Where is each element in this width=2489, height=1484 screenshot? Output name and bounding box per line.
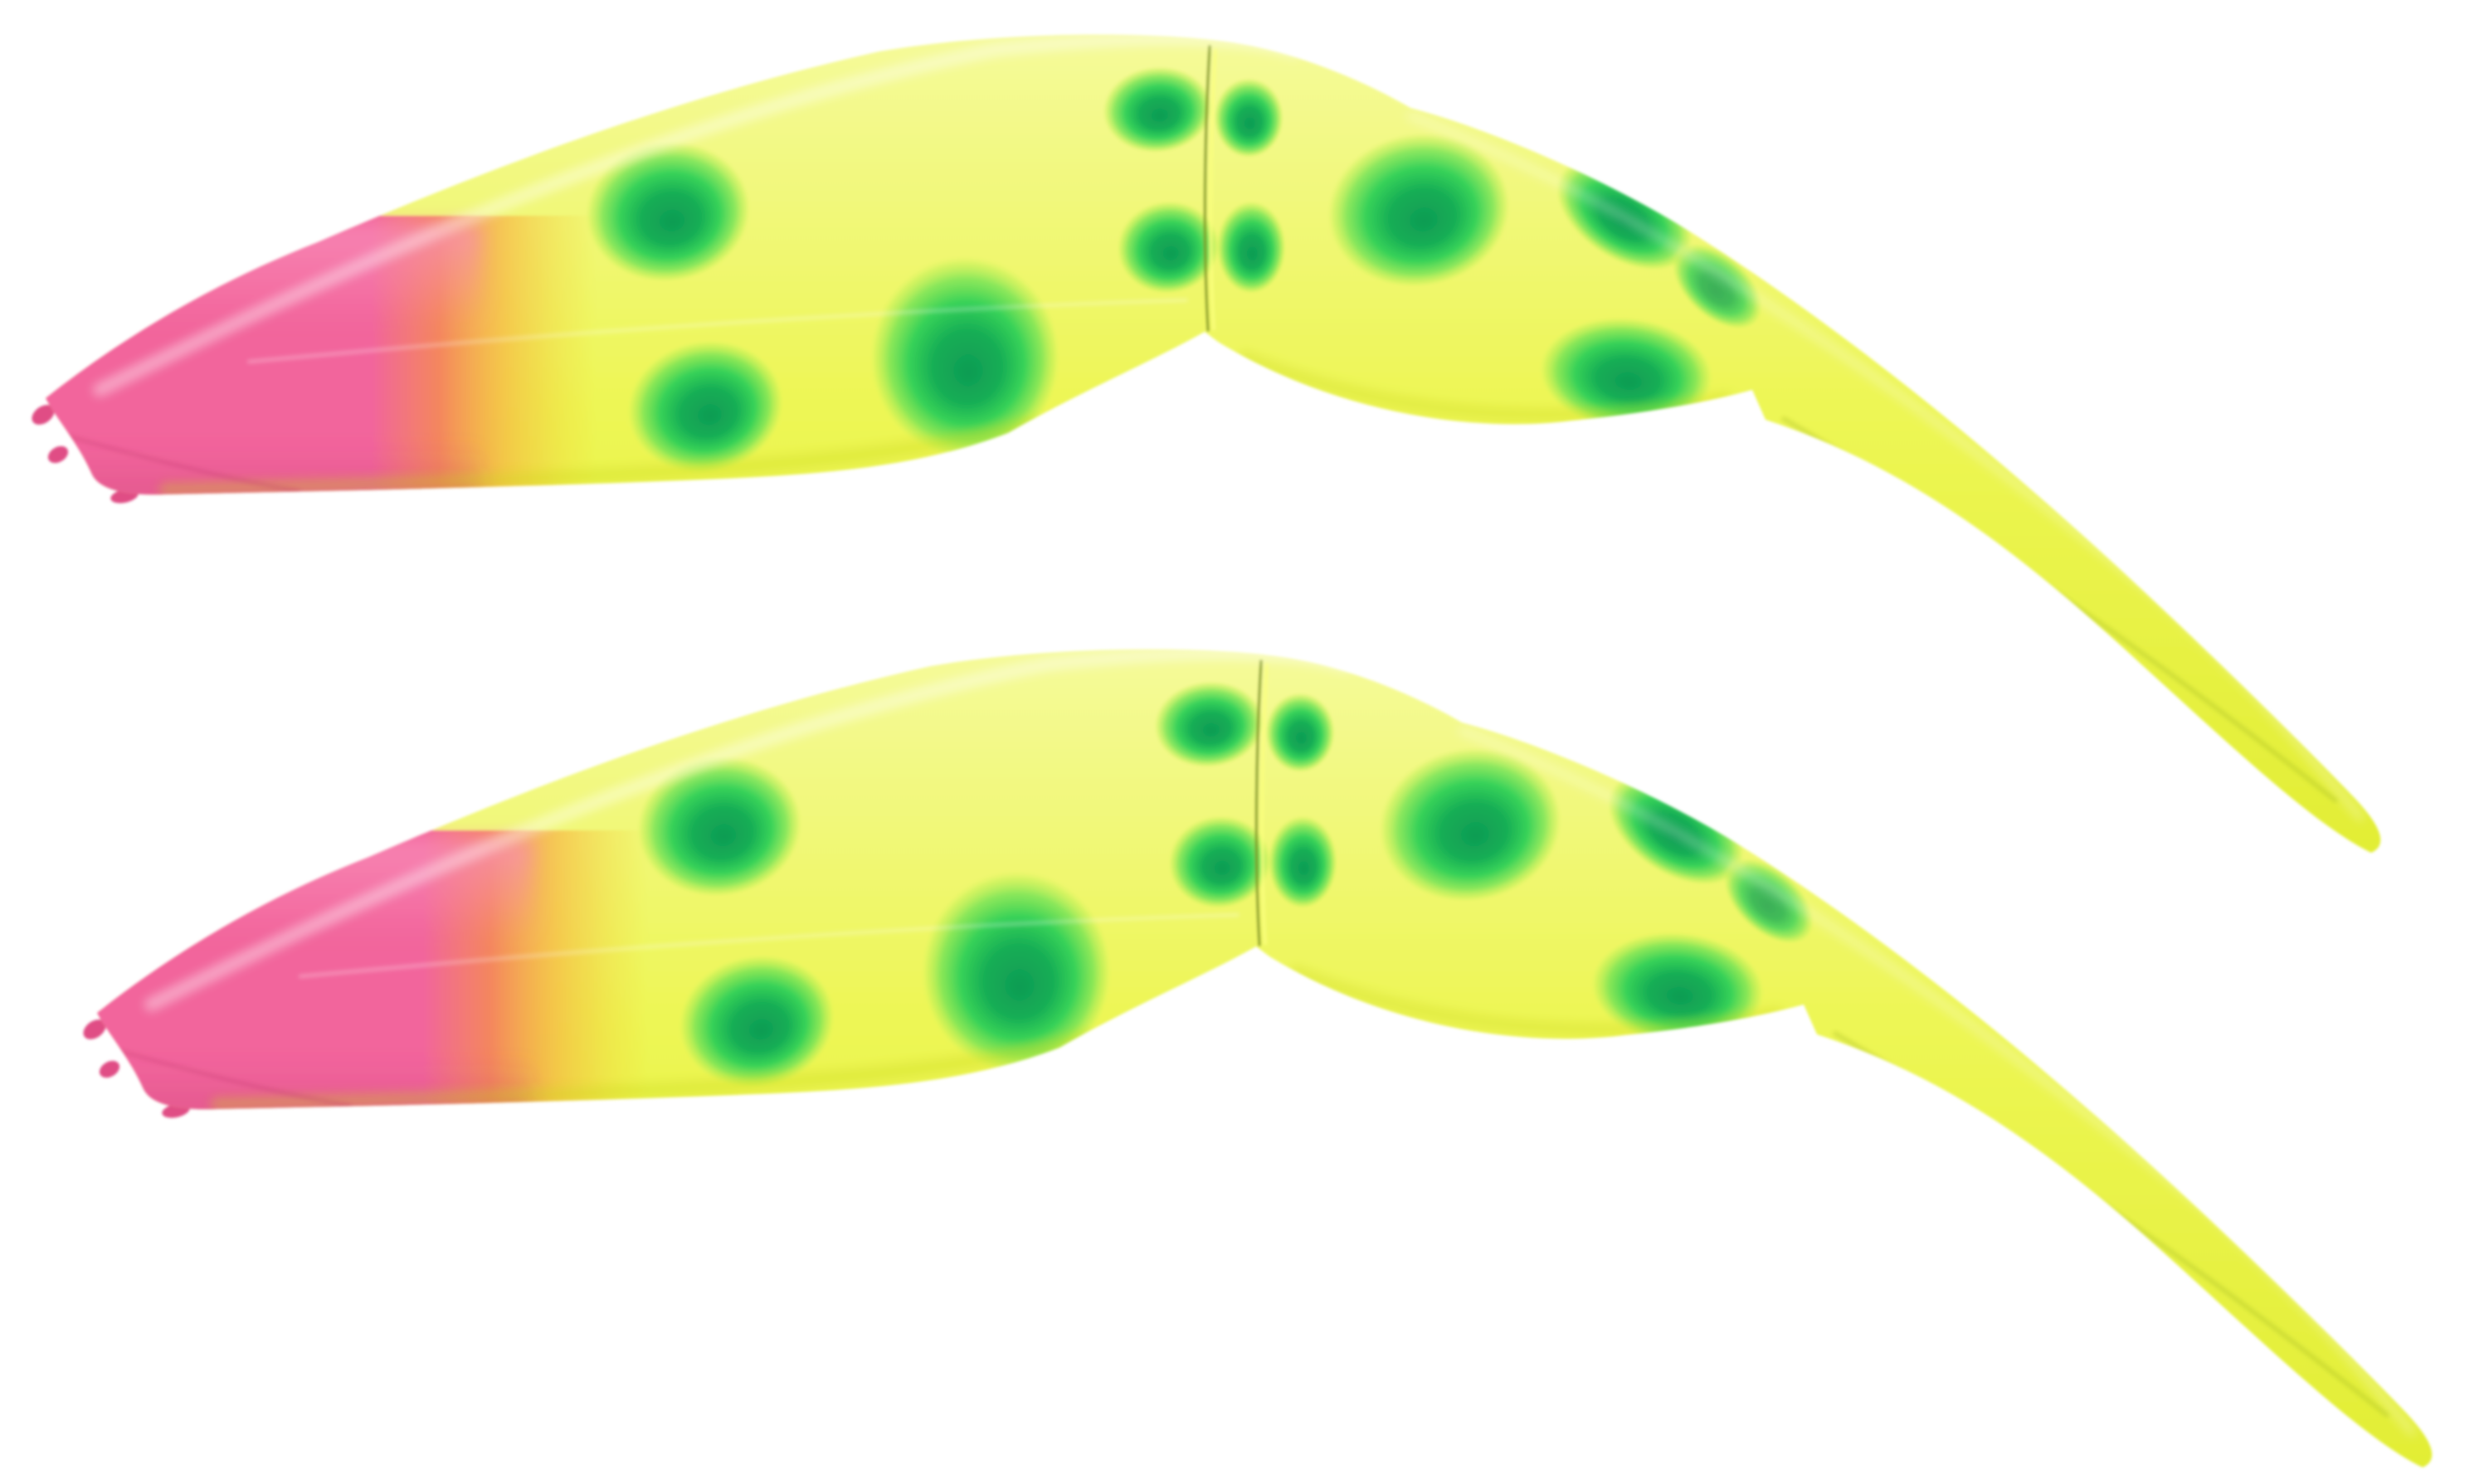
- two-fishing-lures-photo: [21, 27, 2439, 1474]
- product-photo-canvas: [21, 27, 2439, 1474]
